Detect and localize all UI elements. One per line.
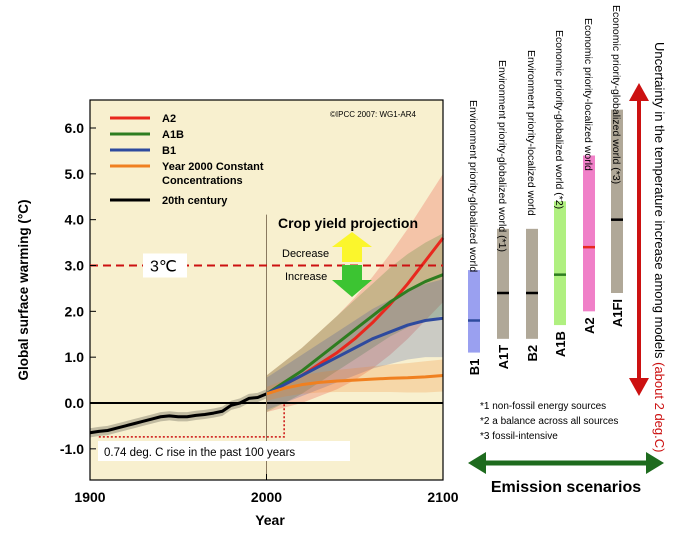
scenario-bar-A1B bbox=[554, 201, 566, 326]
scenario-desc-A1T: Environment priority-globalized world (*… bbox=[496, 60, 508, 252]
rise-indicator bbox=[98, 403, 285, 438]
threshold-label-box bbox=[143, 253, 187, 278]
note-1: *1 non-fossil energy sources bbox=[480, 401, 606, 412]
crop-title: Crop yield projection bbox=[278, 215, 418, 231]
note-2: *2 a balance across all sources bbox=[480, 416, 618, 427]
scenario-bar-B1 bbox=[468, 270, 480, 353]
series-line-1 bbox=[265, 273, 444, 396]
y-tick-label: 3.0 bbox=[65, 258, 85, 274]
x-axis-label: Year bbox=[255, 512, 285, 528]
scenario-code-A2: A2 bbox=[582, 317, 597, 334]
series-line-2 bbox=[265, 316, 444, 396]
copyright-text: ©IPCC 2007: WG1-AR4 bbox=[330, 110, 416, 119]
x-tick-label: 2100 bbox=[427, 489, 458, 505]
legend-b1: B1 bbox=[162, 145, 176, 157]
y-tick-label: -1.0 bbox=[60, 441, 84, 457]
scenario-bars: B1 Environment priority-globalized world A… bbox=[467, 5, 625, 375]
uncertainty-label: Uncertainty in the temperature increase … bbox=[652, 42, 667, 452]
y-tick-label: 1.0 bbox=[65, 349, 85, 365]
legend-constant-2: Concentrations bbox=[162, 175, 243, 187]
x-tick-label: 2000 bbox=[251, 489, 282, 505]
y-tick-label: 6.0 bbox=[65, 120, 85, 136]
legend-constant-1: Year 2000 Constant bbox=[162, 161, 264, 173]
uncertainty-arrow-up-icon bbox=[629, 83, 649, 101]
legend-a2: A2 bbox=[162, 113, 176, 125]
legend: A2 A1B B1 Year 2000 Constant Concentrati… bbox=[110, 113, 264, 207]
uncertainty-arrow-down-icon bbox=[629, 378, 649, 396]
legend-20th: 20th century bbox=[162, 195, 228, 207]
band-1 bbox=[266, 233, 443, 413]
emission-scenarios-label: Emission scenarios bbox=[491, 479, 641, 496]
band-2 bbox=[266, 279, 443, 410]
increase-arrow-icon bbox=[332, 265, 372, 297]
decrease-label: Decrease bbox=[282, 248, 329, 260]
note-3: *3 fossil-intensive bbox=[480, 431, 558, 442]
y-axis-label: Global surface warming (°C) bbox=[16, 200, 31, 381]
x-tick-label: 1900 bbox=[74, 489, 105, 505]
band-4 bbox=[90, 389, 267, 438]
scenario-desc-A1B: Economic priority-globalized world (*2) bbox=[553, 30, 565, 209]
rise-text-box bbox=[98, 441, 350, 461]
scenario-bar-B2 bbox=[526, 228, 538, 339]
rise-text: 0.74 deg. C rise in the past 100 years bbox=[104, 447, 295, 459]
scenario-code-A1B: A1B bbox=[553, 331, 568, 357]
scenario-code-A1FI: A1FI bbox=[610, 299, 625, 327]
scenario-code-B2: B2 bbox=[525, 345, 540, 362]
x-axis-ticks: 1900 2000 2100 bbox=[74, 474, 459, 505]
scenario-bar-A2 bbox=[583, 155, 595, 312]
scenario-bar-A1T bbox=[497, 228, 509, 339]
scenario-code-B1: B1 bbox=[467, 359, 482, 376]
threshold-3c-label: 3℃ bbox=[150, 259, 177, 276]
emission-arrow-right-icon bbox=[646, 452, 664, 474]
y-tick-label: 2.0 bbox=[65, 303, 85, 319]
scenario-desc-A2: Economic priority-localized world bbox=[582, 18, 594, 171]
increase-label: Increase bbox=[285, 271, 327, 283]
band-0 bbox=[266, 173, 443, 413]
decrease-arrow-icon bbox=[332, 232, 372, 262]
scenario-code-A1T: A1T bbox=[496, 345, 511, 370]
y-tick-label: 0.0 bbox=[65, 395, 85, 411]
legend-a1b: A1B bbox=[162, 129, 184, 141]
scenario-desc-B1: Environment priority-globalized world bbox=[467, 100, 479, 272]
series-line-3 bbox=[266, 374, 444, 396]
scenario-bar-A1FI bbox=[611, 109, 623, 294]
scenario-desc-A1FI: Economic priority-globalized world (*3) bbox=[610, 5, 622, 184]
y-tick-label: 5.0 bbox=[65, 166, 85, 182]
emission-arrow-left-icon bbox=[468, 452, 486, 474]
y-tick-label: 4.0 bbox=[65, 212, 85, 228]
scenario-desc-B2: Environment priority-localized world bbox=[525, 50, 537, 216]
y-axis-ticks: 6.0 5.0 4.0 3.0 2.0 1.0 0.0 -1.0 bbox=[60, 120, 96, 457]
